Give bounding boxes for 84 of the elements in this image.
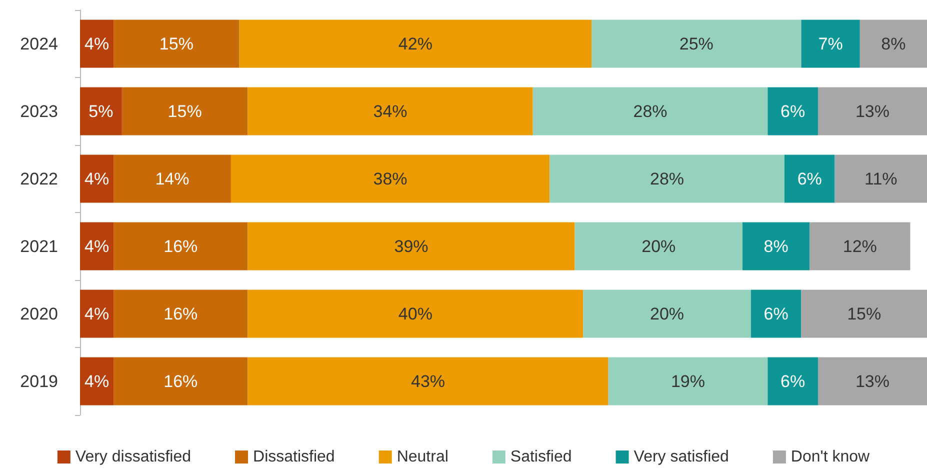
bar: [768, 87, 818, 136]
data-label: 8%: [764, 236, 788, 256]
bar: [114, 20, 240, 68]
bar: [114, 290, 248, 338]
data-label: 4%: [84, 236, 110, 256]
data-label: 15%: [847, 304, 882, 324]
bar: [80, 290, 114, 338]
bar: [574, 222, 743, 270]
bar: [80, 20, 114, 68]
bar: [114, 222, 248, 270]
data-label: 38%: [373, 169, 408, 188]
data-label: 20%: [642, 236, 676, 256]
data-label: 8%: [881, 34, 906, 54]
bar: [114, 154, 231, 203]
data-label: 15%: [159, 34, 194, 54]
bar: [532, 87, 768, 136]
data-label: 6%: [780, 372, 806, 391]
data-label: 13%: [855, 372, 890, 391]
bar: [592, 20, 802, 68]
bar: [248, 357, 608, 406]
legend-label: Satisfied: [510, 448, 572, 466]
y-tick-label: 2024: [20, 34, 58, 54]
data-label: 11%: [864, 169, 898, 188]
bar: [608, 357, 768, 406]
bar: [818, 87, 927, 136]
data-label: 28%: [633, 102, 668, 121]
legend-label: Very dissatisfied: [75, 448, 192, 466]
bar: [239, 20, 592, 68]
bar: [834, 154, 927, 203]
legend-label: Dissatisfied: [253, 448, 335, 466]
bar: [742, 222, 810, 270]
data-label: 12%: [842, 236, 877, 256]
bar: [818, 357, 927, 406]
y-tick-label: 2022: [20, 169, 58, 188]
y-tick-label: 2020: [20, 304, 58, 324]
data-label: 6%: [797, 169, 822, 188]
data-label: 7%: [818, 34, 843, 54]
bar: [768, 357, 818, 406]
bar: [248, 290, 584, 338]
data-label: 4%: [84, 372, 110, 391]
bar: [122, 87, 248, 136]
y-tick-label: 2019: [20, 372, 58, 391]
data-label: 20%: [650, 304, 684, 324]
data-label: 40%: [398, 304, 432, 324]
bar: [550, 154, 784, 203]
bar: [80, 154, 114, 203]
data-label: 16%: [164, 372, 198, 391]
bar: [583, 290, 751, 338]
bar: [801, 290, 927, 338]
data-label: 15%: [168, 102, 202, 121]
data-label: 6%: [764, 304, 788, 324]
bar: [230, 154, 550, 203]
bar: [114, 357, 248, 406]
data-label: 43%: [411, 372, 446, 391]
legend-label: Very satisfied: [634, 448, 729, 466]
data-label: 4%: [84, 34, 110, 54]
bar: [750, 290, 802, 338]
data-label: 42%: [398, 34, 432, 54]
y-tick-label: 2023: [20, 102, 58, 121]
data-label: 28%: [650, 169, 684, 188]
bar: [248, 222, 575, 270]
bar: [784, 154, 835, 203]
data-label: 4%: [84, 169, 110, 188]
y-tick-label: 2021: [20, 236, 58, 256]
bar: [80, 357, 114, 406]
bar: [80, 222, 114, 270]
legend-label: Neutral: [396, 448, 448, 466]
data-label: 4%: [84, 304, 110, 324]
data-label: 13%: [855, 102, 890, 121]
bar: [860, 20, 927, 68]
data-label: 6%: [780, 102, 806, 121]
bar: [810, 222, 910, 270]
data-label: 16%: [164, 304, 198, 324]
bar: [248, 87, 533, 136]
data-label: 39%: [394, 236, 428, 256]
data-label: 25%: [679, 34, 714, 54]
data-label: 34%: [373, 102, 408, 121]
data-label: 16%: [164, 236, 198, 256]
bar: [801, 20, 860, 68]
data-label: 14%: [155, 169, 190, 188]
data-label: 5%: [88, 102, 114, 121]
data-label: 19%: [670, 372, 706, 391]
bar: [80, 87, 122, 136]
legend-label: Don't know: [790, 448, 870, 466]
